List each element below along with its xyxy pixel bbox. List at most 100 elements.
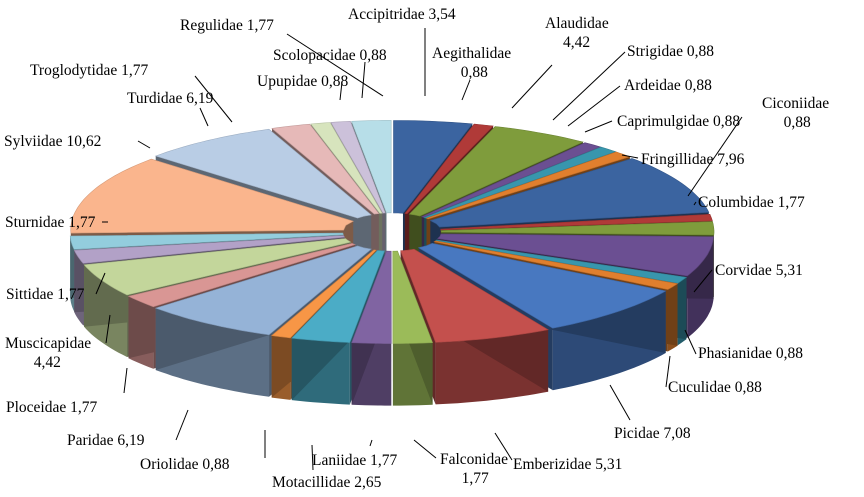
label-name-strigidae: Strigidae [627, 43, 687, 60]
label-name-paridae: Paridae [67, 432, 117, 449]
leader-falconidae [413, 439, 437, 459]
label-value-accipitridae: 3,54 [428, 6, 455, 23]
slice-fringillidae [429, 158, 710, 228]
leader-emberizidae [494, 432, 513, 461]
label-name-emberizidae: Emberizidae [513, 456, 595, 473]
label-phasianidae: Phasianidae 0,88 [698, 345, 803, 362]
leader-paridae [175, 409, 189, 441]
label-columbidae: Columbidae 1,77 [698, 194, 805, 211]
label-value-alaudidae: 4,42 [563, 34, 590, 51]
label-falconidae: Falconidae 1,77 [440, 451, 508, 487]
leader-fringillidae [621, 154, 639, 159]
slice-picidae [417, 242, 667, 329]
leader-turdidae [199, 107, 209, 127]
label-name-muscicapidae: Muscicapidae [5, 335, 91, 352]
label-emberizidae: Emberizidae 5,31 [513, 456, 622, 473]
leader-ciconiidae [687, 116, 743, 197]
label-value-sturnidae: 1,77 [68, 214, 95, 231]
label-name-ardeidae: Ardeidae [624, 77, 685, 94]
label-value-ploceidae: 1,77 [70, 399, 97, 416]
label-name-sittidae: Sittidae [6, 286, 57, 303]
label-value-columbidae: 1,77 [778, 194, 805, 211]
label-sylviidae: Sylviidae 10,62 [4, 133, 101, 150]
label-value-turdidae: 6,19 [186, 90, 213, 107]
label-muscicapidae: Muscicapidae 4,42 [5, 335, 91, 371]
label-motacillidae: Motacillidae 2,65 [272, 474, 382, 491]
label-laniidae: Laniidae 1,77 [312, 452, 397, 469]
label-name-accipitridae: Accipitridae [348, 6, 428, 23]
label-value-falconidae: 1,77 [462, 470, 489, 487]
slice-cuculidae [433, 240, 679, 290]
label-name-sturnidae: Sturnidae [5, 214, 68, 231]
label-sturnidae: Sturnidae 1,77 [5, 214, 96, 231]
leader-regulidae [286, 33, 384, 97]
label-aegithalidae: Aegithalidae 0,88 [432, 45, 511, 81]
label-name-ploceidae: Ploceidae [6, 399, 70, 416]
label-name-sylviidae: Sylviidae [4, 133, 66, 150]
leader-ardeidae [567, 85, 621, 127]
slice-oriolidae [270, 249, 377, 339]
label-value-scolopacidae: 0,88 [360, 47, 387, 64]
label-fringillidae: Fringillidae 7,96 [641, 151, 745, 168]
label-ciconiidae: Ciconiidae 0,88 [762, 95, 829, 131]
leader-troglodytidae [194, 75, 233, 123]
label-value-ardeidae: 0,88 [685, 77, 712, 94]
label-name-ciconiidae: Ciconiidae [762, 95, 829, 112]
label-value-muscicapidae: 4,42 [34, 354, 61, 371]
label-value-upupidae: 0,88 [321, 73, 348, 90]
slice-emberizidae [400, 248, 549, 343]
slice-phasianidae [435, 239, 688, 284]
leader-scolopacidae [361, 61, 366, 99]
label-paridae: Paridae 6,19 [67, 432, 145, 449]
label-value-regulidae: 1,77 [247, 17, 274, 34]
label-turdidae: Turdidae 6,19 [127, 90, 214, 107]
label-value-phasianidae: 0,88 [776, 345, 803, 362]
label-name-scolopacidae: Scolopacidae [273, 47, 360, 64]
slice-laniidae [351, 250, 392, 344]
slice-accipitridae [393, 120, 473, 214]
slice-scolopacidae [330, 120, 386, 214]
leader-upupidae [339, 81, 343, 101]
label-name-picidae: Picidae [614, 425, 664, 442]
label-value-motacillidae: 2,65 [354, 474, 381, 491]
leader-sylviidae [137, 140, 151, 149]
label-ploceidae: Ploceidae 1,77 [6, 399, 98, 416]
label-name-laniidae: Laniidae [312, 452, 370, 469]
slice-corvidae [437, 233, 714, 277]
slice-regulidae [351, 120, 392, 214]
label-accipitridae: Accipitridae 3,54 [348, 6, 456, 23]
slice-strigidae [420, 142, 602, 218]
label-value-strigidae: 0,88 [687, 43, 714, 60]
label-regulidae: Regulidae 1,77 [180, 17, 274, 34]
leader-picidae [609, 384, 631, 421]
label-value-oriolidae: 0,88 [202, 456, 229, 473]
label-cuculidae: Cuculidae 0,88 [668, 379, 762, 396]
label-upupidae: Upupidae 0,88 [257, 73, 349, 90]
slice-ploceidae [127, 242, 356, 308]
slice-motacillidae [291, 250, 386, 343]
label-name-regulidae: Regulidae [180, 17, 247, 34]
label-troglodytidae: Troglodytidae 1,77 [30, 62, 149, 79]
label-strigidae: Strigidae 0,88 [627, 43, 714, 60]
label-value-picidae: 7,08 [664, 425, 691, 442]
leader-ploceidae [123, 367, 128, 394]
leader-cuculidae [665, 355, 671, 388]
label-picidae: Picidae 7,08 [614, 425, 691, 442]
label-name-caprimulgidae: Caprimulgidae [617, 113, 713, 130]
label-name-oriolidae: Oriolidae [140, 456, 202, 473]
label-name-motacillidae: Motacillidae [272, 474, 354, 491]
label-value-fringillidae: 7,96 [717, 151, 744, 168]
leader-laniidae [369, 439, 373, 447]
label-value-emberizidae: 5,31 [595, 456, 622, 473]
label-name-cuculidae: Cuculidae [668, 379, 735, 396]
leader-caprimulgidae [584, 120, 613, 133]
label-name-alaudidae: Alaudidae [545, 15, 609, 32]
label-name-corvidae: Corvidae [715, 262, 776, 279]
slice-sylviidae [70, 158, 354, 234]
leader-columbidae [693, 201, 697, 206]
label-ardeidae: Ardeidae 0,88 [624, 77, 712, 94]
label-name-columbidae: Columbidae [698, 194, 778, 211]
label-name-falconidae: Falconidae [440, 451, 508, 468]
leader-corvidae [693, 269, 713, 293]
